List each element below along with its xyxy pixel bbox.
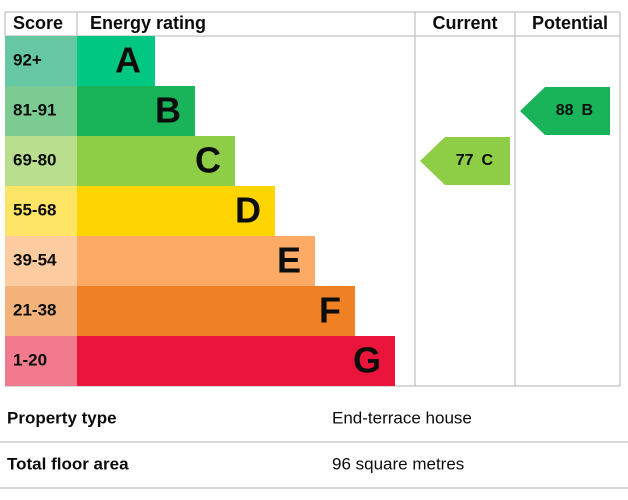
- potential-letter: B: [582, 102, 594, 119]
- detail-label: Property type: [7, 408, 117, 427]
- detail-value: End-terrace house: [332, 408, 472, 427]
- score-cell: [5, 336, 77, 386]
- header-potential: Potential: [532, 13, 608, 33]
- rating-bar: [77, 36, 155, 86]
- score-cell: [5, 36, 77, 86]
- score-label: 39-54: [13, 250, 57, 269]
- rating-bar: [77, 286, 355, 336]
- band-letter: E: [277, 240, 301, 281]
- detail-value: 96 square metres: [332, 454, 464, 473]
- header-current: Current: [432, 13, 497, 33]
- score-cell: [5, 236, 77, 286]
- score-label: 92+: [13, 50, 42, 69]
- header-score: Score: [13, 13, 63, 33]
- band-letter: F: [319, 290, 341, 331]
- score-cell: [5, 86, 77, 136]
- rating-bar: [77, 136, 235, 186]
- current-value: 77: [456, 152, 474, 169]
- potential-arrow: [520, 87, 610, 135]
- score-label: 81-91: [13, 100, 56, 119]
- score-label: 55-68: [13, 200, 56, 219]
- score-cell: [5, 186, 77, 236]
- band-letter: A: [115, 40, 141, 81]
- rating-bar: [77, 186, 275, 236]
- rating-bar: [77, 236, 315, 286]
- band-letter: G: [353, 340, 381, 381]
- band-letter: C: [195, 140, 221, 181]
- band-letter: D: [235, 190, 261, 231]
- score-cell: [5, 286, 77, 336]
- detail-label: Total floor area: [7, 454, 129, 473]
- score-label: 21-38: [13, 300, 56, 319]
- rating-bar: [77, 86, 195, 136]
- score-label: 1-20: [13, 350, 47, 369]
- band-letter: B: [155, 90, 181, 131]
- current-arrow: [420, 137, 510, 185]
- current-letter: C: [482, 152, 494, 169]
- rating-bar: [77, 336, 395, 386]
- score-label: 69-80: [13, 150, 56, 169]
- header-rating: Energy rating: [90, 13, 206, 33]
- potential-value: 88: [556, 102, 574, 119]
- score-cell: [5, 136, 77, 186]
